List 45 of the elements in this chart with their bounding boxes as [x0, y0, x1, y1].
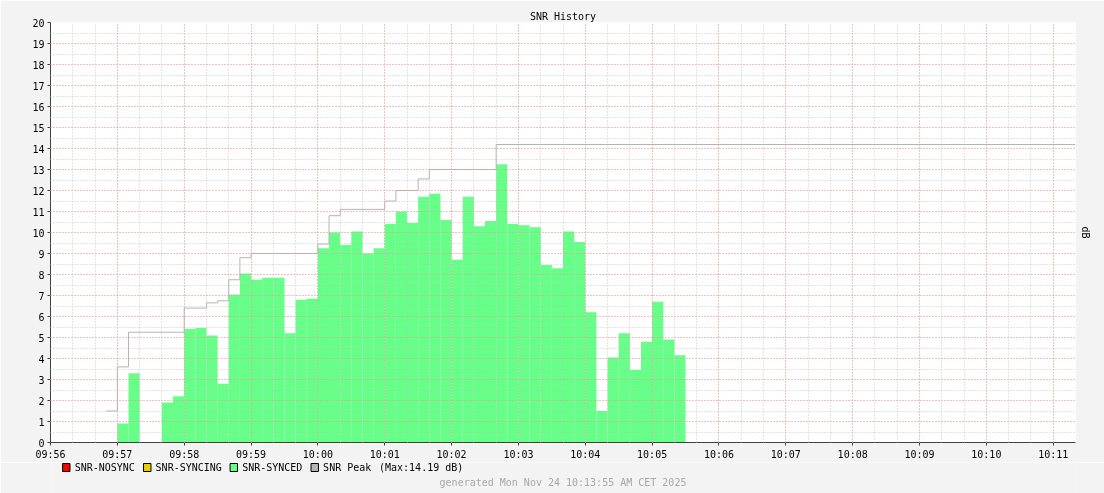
y-tick-label: 6	[38, 311, 45, 323]
legend-label: SNR Peak	[323, 462, 372, 473]
y-tick-label: 13	[32, 164, 45, 176]
y-tick-label: 3	[38, 374, 45, 386]
y-tick-label: 11	[32, 206, 45, 218]
x-tick-label: 10:06	[703, 448, 735, 460]
x-tick-label: 10:09	[904, 448, 935, 460]
y-tick-label: 9	[38, 248, 45, 260]
y-tick-label: 18	[32, 59, 45, 71]
y-tick-label: 1	[38, 416, 45, 428]
legend-label: SNR-SYNCED	[242, 462, 303, 473]
x-tick-label: 10:04	[570, 448, 601, 460]
y-axis-title: dB	[1079, 226, 1091, 239]
x-tick-label: 09:57	[102, 448, 133, 460]
text: (Max:14.19 dB)	[379, 462, 464, 473]
x-tick-label: 10:03	[503, 448, 534, 460]
y-tick-label: 17	[32, 80, 45, 92]
x-tick-label: 10:05	[637, 448, 668, 460]
y-tick-label: 15	[32, 122, 45, 134]
legend-label: SNR-SYNCING	[155, 462, 222, 473]
x-tick-label: 10:07	[770, 448, 801, 460]
y-tick-label: 0	[38, 437, 45, 449]
y-tick-label: 2	[38, 395, 45, 407]
x-tick-label: 10:02	[436, 448, 467, 460]
legend-label: SNR-NOSYNC	[74, 462, 135, 473]
y-tick-label: 8	[38, 269, 45, 281]
x-tick-label: 10:11	[1038, 448, 1069, 460]
text: generated Mon Nov 24 10:13:55 AM CET 2025	[439, 477, 687, 488]
y-tick-label: 12	[32, 185, 45, 197]
y-tick-label: 10	[32, 227, 45, 239]
x-tick-label: 10:08	[837, 448, 868, 460]
y-tick-label: 20	[32, 17, 45, 29]
y-tick-label: 19	[32, 38, 45, 50]
x-tick-label: 10:00	[302, 448, 333, 460]
x-tick-label: 10:10	[971, 448, 1002, 460]
y-tick-label: 14	[32, 143, 45, 155]
y-tick-label: 16	[32, 101, 45, 113]
x-tick-label: 09:58	[169, 448, 200, 460]
y-tick-label: 7	[38, 290, 45, 302]
y-tick-label: 4	[38, 353, 45, 365]
y-tick-label: 5	[38, 332, 45, 344]
x-tick-label: 10:01	[369, 448, 400, 460]
x-tick-label: 09:59	[235, 448, 267, 460]
x-tick-label: 09:56	[35, 448, 66, 460]
chart-title: SNR History	[529, 10, 597, 22]
